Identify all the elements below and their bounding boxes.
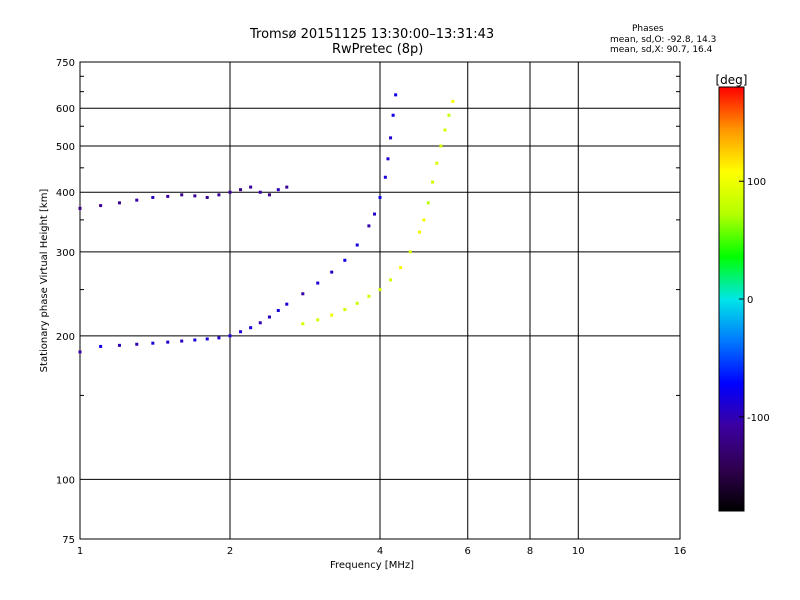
data-point-f1-trace: [249, 185, 253, 189]
data-point-f1-trace: [78, 206, 82, 210]
data-point-x: [389, 278, 393, 282]
data-point-o: [355, 243, 359, 247]
colorbar-tick-label: 0: [747, 295, 753, 306]
data-point-f1-trace: [276, 188, 280, 192]
data-point-x: [451, 99, 455, 103]
data-point-f1-trace: [166, 194, 170, 198]
data-point-x: [435, 161, 439, 165]
data-point-f1-trace: [99, 204, 103, 208]
colorbar-tick-label: 100: [747, 177, 766, 188]
y-tick-label: 750: [56, 58, 75, 69]
data-point-x: [355, 301, 359, 305]
data-point-x: [301, 322, 305, 326]
data-point-o: [386, 157, 390, 161]
phase-stats-o: mean, sd,O: -92.8, 14.3: [610, 35, 717, 45]
y-tick-label: 400: [56, 188, 75, 199]
data-point-o: [135, 342, 139, 346]
data-point-f1-trace: [217, 193, 221, 197]
data-point-f1-trace: [267, 193, 271, 197]
data-point-o: [316, 281, 320, 285]
data-point-f1-trace: [205, 195, 209, 199]
phase-stats-heading: Phases: [632, 24, 664, 34]
data-point-o: [78, 350, 82, 354]
data-point-f1-trace: [135, 198, 139, 202]
data-point-o: [239, 330, 243, 334]
data-point-o: [330, 270, 334, 274]
data-point-o: [99, 344, 103, 348]
data-point-o: [267, 315, 271, 319]
data-point-f1-trace: [193, 194, 197, 198]
data-point-x: [343, 308, 347, 312]
data-point-x: [439, 144, 443, 148]
data-point-f1-trace: [117, 201, 121, 205]
data-point-o: [343, 258, 347, 262]
data-point-o: [151, 341, 155, 345]
data-point-f1-trace: [228, 190, 232, 194]
y-tick-label: 600: [56, 104, 75, 115]
y-tick-label: 200: [56, 332, 75, 343]
colorbar-label: [deg]: [716, 73, 748, 87]
data-point-o: [367, 224, 371, 228]
data-point-f1-trace: [151, 195, 155, 199]
x-tick-label: 8: [527, 546, 533, 557]
data-point-o: [378, 195, 382, 199]
data-point-o: [285, 302, 289, 306]
y-axis-label: Stationary phase Virtual Height [km]: [39, 189, 50, 373]
data-point-o: [193, 338, 197, 342]
colorbar: [718, 86, 745, 512]
data-point-x: [378, 288, 382, 292]
data-point-o: [373, 212, 377, 216]
data-point-x: [422, 218, 426, 222]
colorbar-tick-label: -100: [747, 413, 770, 424]
data-point-f1-trace: [258, 190, 262, 194]
data-point-o: [205, 337, 209, 341]
data-point-o: [301, 292, 305, 296]
data-point-o: [389, 136, 393, 140]
chart-subtitle: RwPretec (8p): [332, 42, 424, 57]
data-point-f1-trace: [239, 188, 243, 192]
x-tick-label: 10: [572, 546, 585, 557]
data-point-x: [431, 180, 435, 184]
data-point-x: [330, 313, 334, 317]
data-point-o: [249, 326, 253, 330]
data-point-o: [228, 334, 232, 338]
data-point-x: [447, 113, 451, 117]
y-tick-label: 75: [62, 535, 75, 546]
data-point-o: [180, 339, 184, 343]
data-point-x: [399, 266, 403, 270]
data-point-o: [217, 336, 221, 340]
x-axis-label: Frequency [MHz]: [330, 560, 414, 571]
data-point-o: [391, 113, 395, 117]
y-tick-label: 500: [56, 142, 75, 153]
phase-stats-x: mean, sd,X: 90.7, 16.4: [610, 45, 713, 55]
x-tick-label: 4: [377, 546, 383, 557]
y-tick-label: 100: [56, 475, 75, 486]
x-tick-label: 6: [465, 546, 471, 557]
data-point-f1-trace: [180, 193, 184, 197]
x-tick-label: 1: [77, 546, 83, 557]
data-point-x: [367, 294, 371, 298]
data-point-f1-trace: [285, 185, 289, 189]
data-point-x: [443, 128, 447, 132]
data-point-o: [383, 175, 387, 179]
y-tick-label: 300: [56, 248, 75, 259]
data-point-o: [394, 93, 398, 97]
chart-title: Tromsø 20151125 13:30:00–13:31:43: [250, 27, 495, 42]
data-point-o: [117, 343, 121, 347]
data-point-x: [408, 250, 412, 254]
data-point-x: [417, 230, 421, 234]
x-tick-label: 2: [227, 546, 233, 557]
x-tick-label: 16: [674, 546, 687, 557]
data-point-o: [276, 308, 280, 312]
data-point-o: [166, 340, 170, 344]
data-point-x: [426, 201, 430, 205]
data-point-x: [316, 318, 320, 322]
data-point-o: [258, 321, 262, 325]
